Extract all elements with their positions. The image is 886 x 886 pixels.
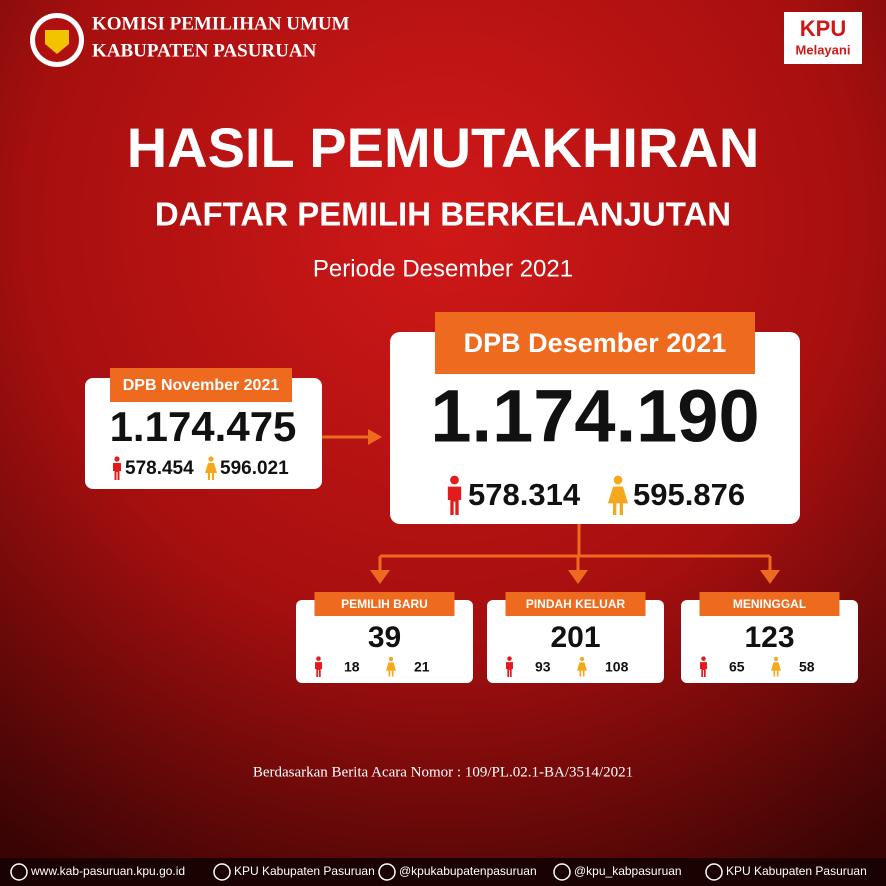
footer-icon [213,863,231,881]
current-male: 578.314 [468,477,581,512]
footnote: Berdasarkan Berita Acara Nomor : 109/PL.… [253,764,633,780]
org-line1: KOMISI PEMILIHAN UMUM [92,13,350,34]
footer: www.kab-pasuruan.kpu.go.id KPU Kabupaten … [10,863,867,881]
breakdown-male: 93 [535,659,551,675]
breakdown-total: 123 [744,621,794,654]
period: Periode Desember 2021 [313,255,573,282]
badge-title: KPU [800,16,846,41]
current-label: DPB Desember 2021 [464,328,727,358]
current-label-bg [435,312,755,374]
current-total: 1.174.190 [430,375,759,458]
breakdown-female: 21 [414,659,430,675]
footer-icon [10,863,28,881]
breakdown-label: PINDAH KELUAR [526,597,626,611]
breakdown-label-bg [505,592,646,616]
footer-icon [705,863,723,881]
footer-item: @kpukabupatenpasuruan [399,864,537,878]
footer-item: @kpu_kabpasuruan [574,864,682,878]
breakdown-label: MENINGGAL [733,597,806,611]
breakdown-male: 18 [344,659,360,675]
footer-item: KPU Kabupaten Pasuruan [726,864,867,878]
current-female: 595.876 [633,477,745,512]
org-line2: KABUPATEN PASURUAN [92,40,317,61]
previous-card [85,378,322,489]
previous-male: 578.454 [125,458,194,479]
breakdown-total: 39 [368,621,401,654]
current-card [390,332,800,524]
title: HASIL PEMUTAKHIRAN [127,116,760,179]
breakdown-label: PEMILIH BARU [341,597,428,611]
breakdown-label-bg [699,592,840,616]
arrow [322,429,382,445]
previous-total: 1.174.475 [110,403,297,450]
breakdown: PEMILIH BARU 39 18 21 PINDAH KELUAR 201 93 108 M… [296,592,858,683]
footer-item: www.kab-pasuruan.kpu.go.id [30,864,185,878]
footer-item: KPU Kabupaten Pasuruan [234,864,375,878]
breakdown-female: 58 [799,659,815,675]
badge [784,12,862,64]
footer-icon [378,863,396,881]
badge-subtitle: Melayani [796,42,851,57]
breakdown-total: 201 [550,621,600,654]
footer-bar [0,858,886,886]
breakdown-label-bg [314,592,455,616]
breakdown-card [681,600,858,683]
breakdown-male: 65 [729,659,745,675]
previous-label-bg [110,368,292,402]
breakdown-female: 108 [605,659,629,675]
footer-icon [553,863,571,881]
breakdown-card [487,600,664,683]
previous-label: DPB November 2021 [123,377,280,394]
previous-female: 596.021 [220,458,289,479]
kpu-logo [30,13,84,67]
subtitle: DAFTAR PEMILIH BERKELANJUTAN [155,196,731,233]
connector-heads [370,570,780,584]
breakdown-card [296,600,473,683]
